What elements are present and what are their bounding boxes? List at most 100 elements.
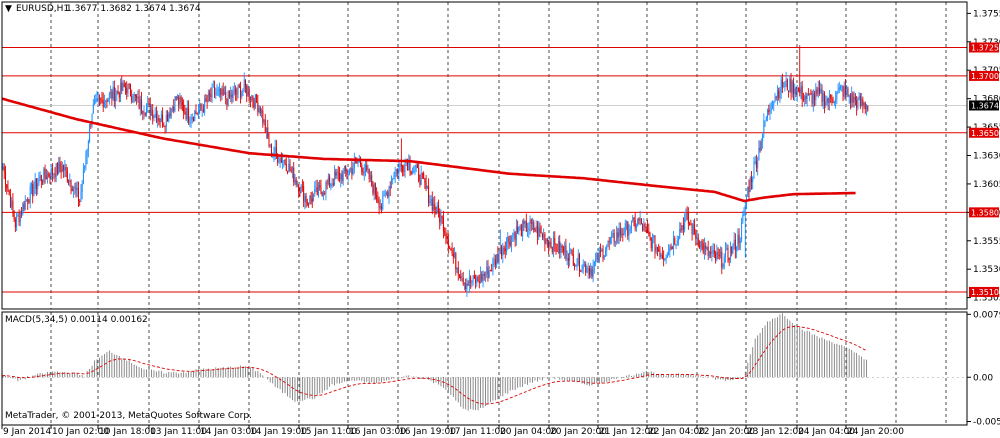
- candle-body: [629, 229, 631, 231]
- candle-body: [708, 251, 710, 256]
- candle-body: [143, 113, 145, 115]
- candle-body: [795, 88, 797, 95]
- candle-body: [848, 95, 850, 97]
- candle-body: [431, 199, 433, 211]
- candle-body: [54, 173, 56, 178]
- time-tick-label: 16 Jan 19:00: [399, 427, 456, 437]
- candle-body: [374, 183, 376, 195]
- candle-body: [840, 86, 842, 88]
- candle-body: [459, 274, 461, 277]
- candle-body: [781, 79, 783, 88]
- candle-body: [360, 159, 362, 166]
- candle-body: [90, 124, 92, 126]
- candle-body: [797, 88, 799, 90]
- candle-body: [68, 181, 70, 182]
- candle-body: [778, 90, 780, 99]
- candle-body: [435, 209, 437, 214]
- candle-body: [446, 238, 448, 240]
- candle-body: [738, 234, 740, 244]
- candle-body: [278, 161, 280, 163]
- candle-body: [335, 171, 337, 176]
- candle-body: [540, 232, 542, 233]
- candle-body: [487, 266, 489, 278]
- candle-body: [799, 88, 801, 93]
- candle-body: [619, 228, 621, 236]
- candle-body: [382, 195, 384, 210]
- current-price-label: 1.3674: [971, 101, 999, 110]
- candle-body: [299, 192, 301, 194]
- candle-body: [306, 202, 308, 204]
- candle-body: [449, 247, 451, 249]
- candle-body: [523, 221, 525, 224]
- candle-body: [194, 111, 196, 121]
- candle-body: [702, 243, 704, 253]
- candle-body: [687, 212, 689, 224]
- candle-body: [202, 109, 204, 113]
- candle-body: [769, 109, 771, 113]
- level-price-tag-label: 1.3725: [971, 43, 999, 52]
- time-tick-label: 13 Jan 11:00: [150, 427, 207, 437]
- candle-body: [686, 212, 688, 214]
- candle-body: [508, 236, 510, 242]
- candle-body: [742, 215, 744, 223]
- candle-body: [566, 257, 568, 259]
- candle-body: [772, 104, 774, 109]
- candle-body: [173, 106, 175, 112]
- level-price-tag: [969, 207, 999, 218]
- candle-body: [543, 234, 545, 238]
- candle-body: [39, 175, 41, 180]
- candle-body: [393, 176, 395, 180]
- candle-body: [29, 186, 31, 203]
- candle-body: [697, 237, 699, 247]
- moving-average: [1, 97, 856, 203]
- candle-body: [575, 265, 577, 267]
- horizontal-levels[interactable]: [2, 46, 967, 293]
- candle-body: [750, 177, 752, 183]
- candle-body: [570, 249, 572, 251]
- candle-body: [624, 222, 626, 234]
- candle-body: [95, 99, 97, 103]
- candle-body: [811, 94, 813, 104]
- candle-body: [430, 199, 432, 202]
- candle-body: [707, 246, 709, 256]
- candle-body: [759, 147, 761, 151]
- candle-body: [663, 258, 665, 260]
- candle-body: [815, 89, 817, 101]
- level-price-tag-label: 1.3650: [971, 129, 999, 138]
- candle-body: [24, 200, 26, 210]
- ma-line: [1, 97, 856, 203]
- candle-body: [522, 221, 524, 236]
- candle-body: [528, 228, 530, 231]
- candle-body: [188, 107, 190, 123]
- candle-body: [801, 86, 803, 100]
- candle-body: [451, 249, 453, 254]
- triangle-down-icon[interactable]: ▼: [5, 4, 12, 14]
- candle-body: [244, 79, 246, 87]
- candle-body: [56, 163, 58, 174]
- candle-body: [640, 218, 642, 225]
- candle-body: [645, 227, 647, 228]
- candle-body: [649, 233, 651, 238]
- candle-body: [426, 185, 428, 189]
- time-tick-label: 14 Jan 03:00: [200, 427, 257, 437]
- candle-body: [201, 109, 203, 111]
- candle-body: [601, 248, 603, 252]
- candle-body: [210, 95, 212, 98]
- candle-body: [331, 183, 333, 185]
- candle-body: [732, 246, 734, 254]
- candle-body: [607, 240, 609, 247]
- candle-body: [71, 188, 73, 192]
- price-tick-label: 1.3630: [973, 152, 1000, 162]
- candle-body: [43, 168, 45, 183]
- candle-body: [483, 274, 485, 276]
- candle-body: [471, 281, 473, 283]
- candle-body: [858, 96, 860, 98]
- candle-body: [246, 86, 248, 96]
- candle-body: [535, 225, 537, 232]
- candle-body: [425, 182, 427, 189]
- candle-body: [557, 241, 559, 252]
- candle-body: [492, 260, 494, 272]
- candle-body: [757, 160, 759, 168]
